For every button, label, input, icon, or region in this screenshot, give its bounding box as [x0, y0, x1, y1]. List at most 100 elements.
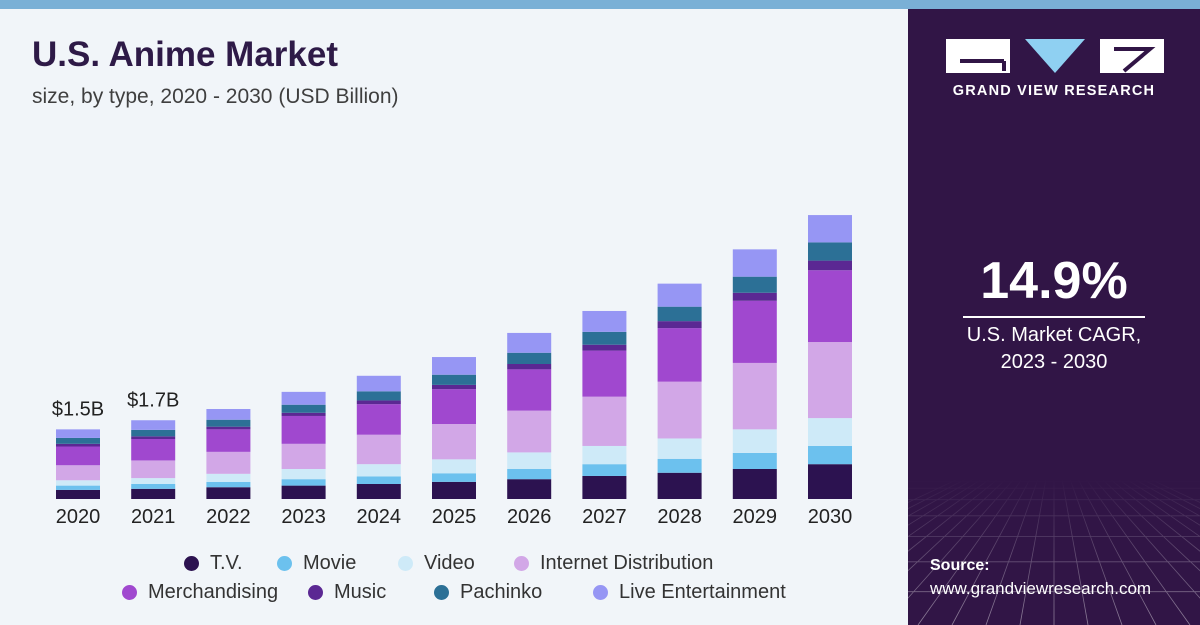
bar-segment-2022-1 — [206, 481, 251, 488]
bar-segment-2025-0 — [432, 481, 476, 499]
bar-segment-2029-7 — [732, 249, 777, 277]
bar-segment-2030-1 — [808, 445, 852, 465]
decorative-grid — [908, 478, 1200, 625]
cagr-value: 14.9% — [980, 252, 1128, 310]
bar-segment-2021-7 — [131, 420, 176, 430]
bar-segment-2028-2 — [657, 438, 702, 459]
bar-segment-2022-7 — [206, 409, 251, 420]
cagr-label-line-2: 2023 - 2030 — [1000, 351, 1108, 373]
bar-segment-2029-1 — [732, 452, 777, 469]
bar-segment-2022-5 — [206, 426, 251, 430]
bar-segment-2024-3 — [356, 434, 401, 465]
bar-segment-2020-7 — [56, 429, 100, 438]
bar-segment-2021-2 — [131, 478, 176, 484]
brand-name: GRAND VIEW RESEARCH — [952, 83, 1156, 99]
stacked-bar-chart: 2020 $1.5B 2021 $1.7B 2022 2023 2024 2025 2026 20… — [52, 215, 853, 528]
bar-segment-2020-2 — [56, 480, 100, 486]
bar-segment-2026-5 — [507, 364, 552, 370]
data-label-total: $1.7B — [127, 389, 179, 411]
bar-segment-2030-4 — [808, 270, 852, 343]
bar-segment-2025-6 — [432, 374, 476, 385]
bar-segment-2022-0 — [206, 487, 251, 499]
bar-segment-2026-2 — [507, 452, 552, 469]
bar-segment-2030-5 — [808, 260, 852, 271]
bar-segment-2024-5 — [356, 400, 401, 405]
bar-segment-2025-1 — [432, 473, 476, 482]
bar-segment-2028-1 — [657, 458, 702, 473]
bar-segment-2023-5 — [281, 412, 326, 416]
bar-segment-2024-1 — [356, 476, 401, 484]
bar-segment-2027-5 — [582, 344, 627, 351]
x-tick-label: 2027 — [582, 506, 627, 528]
bar-segment-2029-5 — [732, 292, 777, 301]
bar-segment-2026-4 — [507, 369, 552, 411]
cagr-label-line-1: U.S. Market CAGR, — [966, 324, 1142, 346]
x-tick-label: 2028 — [657, 506, 702, 528]
bar-segment-2024-2 — [356, 464, 401, 477]
x-tick-label: 2020 — [56, 506, 101, 528]
x-tick-label: 2021 — [131, 506, 176, 528]
bar-segment-2024-7 — [356, 375, 401, 392]
bar-segment-2021-0 — [131, 488, 176, 499]
bar-segment-2029-0 — [732, 469, 777, 499]
bar-segment-2030-2 — [808, 418, 852, 446]
x-tick-label: 2022 — [206, 506, 251, 528]
grand-view-research-logo — [946, 39, 1164, 73]
top-accent-bar — [0, 0, 1200, 9]
bar-segment-2026-3 — [507, 410, 552, 453]
cagr-label: U.S. Market CAGR, 2023 - 2030 — [908, 322, 1200, 376]
bar-segment-2026-6 — [507, 352, 552, 364]
bar-segment-2021-4 — [131, 439, 176, 461]
bar-segment-2023-7 — [281, 391, 326, 405]
source-label: Source: — [930, 557, 990, 574]
chart-subtitle: size, by type, 2020 - 2030 (USD Billion) — [32, 85, 399, 108]
chart-panel: U.S. Anime Market size, by type, 2020 - … — [0, 9, 908, 625]
bar-segment-2023-6 — [281, 404, 326, 413]
bar-segment-2028-7 — [657, 283, 702, 307]
bar-segment-2023-3 — [281, 443, 326, 469]
bar-segment-2029-2 — [732, 429, 777, 453]
bar-segment-2021-3 — [131, 460, 176, 479]
bar-segment-2027-7 — [582, 310, 627, 332]
bar-segment-2026-1 — [507, 469, 552, 480]
bar-segment-2025-4 — [432, 389, 476, 424]
source-link[interactable]: www.grandviewresearch.com — [930, 579, 1152, 598]
bar-segment-2028-0 — [657, 472, 702, 499]
bar-segment-2022-3 — [206, 451, 251, 474]
bar-segment-2023-4 — [281, 415, 326, 444]
source-block: Source: www.grandviewresearch.com — [930, 557, 1151, 599]
data-label-total: $1.5B — [52, 398, 104, 420]
bar-segment-2027-1 — [582, 464, 627, 476]
bar-segment-2020-4 — [56, 446, 100, 466]
bar-segment-2027-6 — [582, 331, 627, 345]
x-tick-label: 2030 — [808, 506, 853, 528]
x-tick-label: 2025 — [432, 506, 477, 528]
bar-segment-2026-7 — [507, 332, 552, 353]
bar-segment-2024-4 — [356, 404, 401, 435]
bar-segment-2022-4 — [206, 429, 251, 452]
bar-segment-2025-5 — [432, 384, 476, 390]
bar-segment-2020-5 — [56, 443, 100, 447]
bar-segment-2028-5 — [657, 321, 702, 329]
bar-segment-2028-3 — [657, 381, 702, 439]
x-tick-label: 2029 — [733, 506, 778, 528]
chart-title: U.S. Anime Market — [32, 35, 339, 74]
bar-segment-2020-0 — [56, 489, 100, 499]
bar-segment-2023-1 — [281, 479, 326, 486]
bar-segment-2024-0 — [356, 484, 401, 499]
bar-segment-2021-6 — [131, 429, 176, 437]
bar-segment-2028-6 — [657, 306, 702, 322]
cagr-divider — [963, 316, 1145, 318]
bar-segment-2027-3 — [582, 396, 627, 446]
bar-segment-2029-6 — [732, 276, 777, 293]
bar-segment-2021-1 — [131, 484, 176, 489]
info-sidebar: GRAND VIEW RESEARCH 14.9% U.S. Market CA… — [908, 9, 1200, 625]
bar-segment-2029-4 — [732, 300, 777, 363]
bar-segment-2028-4 — [657, 328, 702, 382]
bar-segment-2022-2 — [206, 473, 251, 482]
bar-segment-2026-0 — [507, 479, 552, 499]
bar-segment-2030-6 — [808, 242, 852, 261]
bar-segment-2024-6 — [356, 391, 401, 401]
x-tick-label: 2023 — [281, 506, 326, 528]
